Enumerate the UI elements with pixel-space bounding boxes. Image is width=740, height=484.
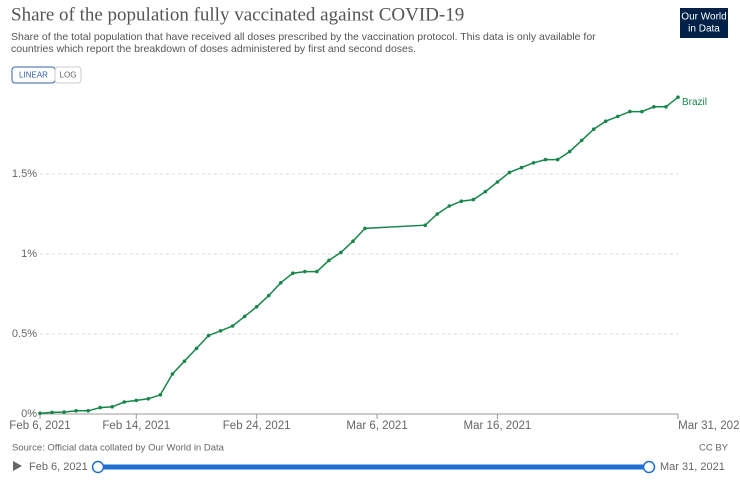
x-tick-label: Feb 24, 2021 bbox=[223, 420, 291, 432]
point bbox=[122, 400, 127, 404]
point bbox=[254, 305, 259, 309]
point bbox=[483, 189, 488, 194]
point bbox=[170, 372, 175, 376]
logo-text: in Data bbox=[688, 24, 720, 35]
point bbox=[567, 149, 572, 154]
point bbox=[543, 157, 548, 162]
logo-text: Our World bbox=[681, 12, 726, 23]
point bbox=[676, 95, 680, 99]
x-tick-label: Mar 16, 2021 bbox=[464, 420, 532, 432]
point bbox=[447, 204, 452, 208]
point bbox=[652, 105, 656, 109]
point bbox=[290, 271, 295, 276]
x-tick-label: Mar 6, 2021 bbox=[346, 420, 407, 432]
point bbox=[303, 269, 307, 274]
point bbox=[194, 346, 199, 351]
point bbox=[50, 410, 54, 415]
point bbox=[459, 199, 464, 203]
point bbox=[531, 161, 536, 165]
timeline-end: Mar 31, 2021 bbox=[660, 461, 725, 473]
timeline-handle[interactable] bbox=[91, 460, 105, 474]
point bbox=[146, 397, 151, 401]
point bbox=[339, 250, 343, 255]
license: CC BY bbox=[699, 443, 729, 454]
point bbox=[158, 393, 163, 397]
point bbox=[110, 405, 115, 409]
point bbox=[555, 157, 560, 162]
point bbox=[242, 314, 247, 319]
linear-button-label[interactable]: LINEAR bbox=[19, 71, 48, 80]
point bbox=[363, 226, 367, 231]
point bbox=[471, 197, 476, 202]
point bbox=[230, 324, 235, 328]
timeline-handle[interactable] bbox=[642, 460, 656, 474]
point bbox=[351, 239, 355, 243]
line bbox=[39, 96, 679, 414]
point bbox=[507, 170, 512, 175]
point bbox=[603, 119, 608, 123]
point bbox=[591, 127, 596, 131]
point bbox=[495, 180, 500, 184]
point bbox=[315, 269, 319, 274]
point bbox=[628, 109, 632, 114]
y-tick-label: 1% bbox=[21, 248, 37, 260]
point bbox=[38, 411, 42, 416]
y-tick-label: 0% bbox=[21, 408, 37, 420]
y-tick-label: 1.5% bbox=[12, 168, 37, 180]
point bbox=[616, 114, 620, 119]
point bbox=[74, 409, 78, 413]
point bbox=[579, 138, 584, 143]
point bbox=[86, 409, 90, 413]
point bbox=[134, 398, 139, 403]
point bbox=[435, 212, 440, 216]
point bbox=[519, 165, 524, 170]
point bbox=[640, 109, 644, 114]
x-tick-label: Feb 14, 2021 bbox=[102, 420, 170, 432]
play-button[interactable] bbox=[13, 461, 22, 471]
chart-title: Share of the population fully vaccinated… bbox=[11, 4, 464, 25]
point bbox=[98, 405, 102, 410]
logo-box bbox=[680, 8, 728, 38]
y-tick-label: 0.5% bbox=[12, 328, 37, 340]
point bbox=[664, 105, 668, 109]
point bbox=[327, 258, 331, 263]
x-tick-label: Feb 6, 2021 bbox=[9, 420, 70, 432]
source: Source: Official data collated by Our Wo… bbox=[12, 443, 225, 454]
timeline-start: Feb 6, 2021 bbox=[29, 461, 88, 473]
point bbox=[206, 333, 211, 338]
log-button[interactable] bbox=[54, 66, 82, 84]
chart-subtitle: Share of the total population that have … bbox=[11, 31, 596, 55]
point bbox=[423, 223, 428, 227]
log-button-label[interactable]: LOG bbox=[60, 71, 77, 80]
point bbox=[182, 359, 187, 364]
point bbox=[62, 410, 66, 414]
x-tick-label: Mar 31, 2021 bbox=[678, 420, 740, 432]
point bbox=[278, 281, 283, 285]
point bbox=[266, 293, 271, 298]
point bbox=[218, 329, 223, 333]
series-label: Brazil bbox=[682, 97, 707, 108]
